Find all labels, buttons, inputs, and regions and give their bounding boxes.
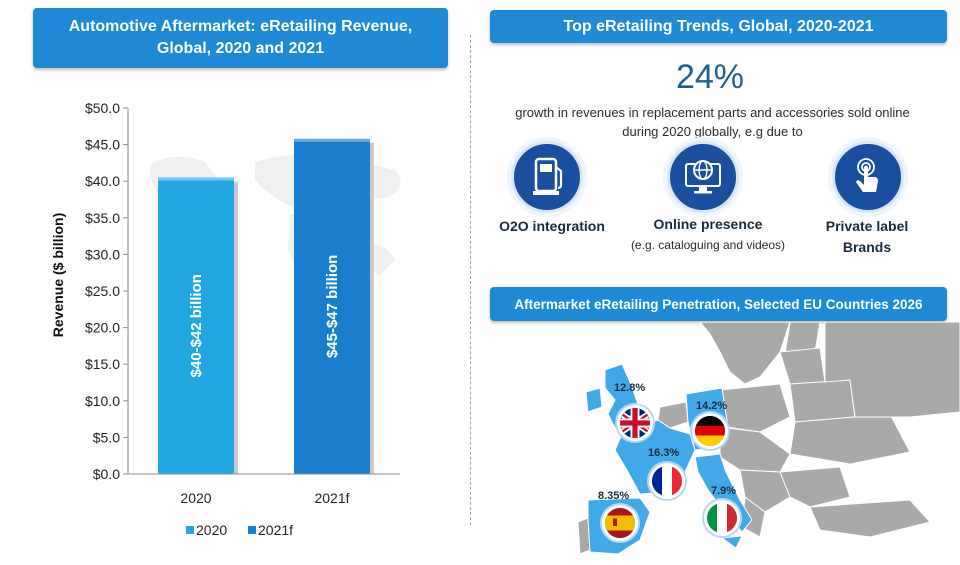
legend-swatch [186, 526, 194, 534]
bar-2020 [158, 177, 234, 474]
france-flag-icon [649, 463, 685, 499]
map-title-banner: Aftermarket eRetailing Penetration, Sele… [490, 287, 947, 321]
x-axis: 2020 2021f [128, 473, 400, 506]
y-tick-label: $5.0 [93, 429, 120, 445]
chart-legend: 2020 2021f [186, 522, 293, 538]
map-title: Aftermarket eRetailing Penetration, Sele… [514, 296, 923, 312]
map-other-countries [577, 322, 960, 555]
bars: $40-$42 billion $45-$47 billion [158, 138, 374, 474]
spain-flag-icon [602, 505, 638, 541]
italy-value: 7.9% [711, 485, 737, 497]
legend-label: 2021f [258, 522, 293, 538]
france-value: 16.3% [648, 447, 680, 459]
germany-flag-icon [692, 413, 728, 449]
chart-title: Automotive Aftermarket: eRetailing Reven… [68, 18, 413, 57]
y-tick-label: $40.0 [85, 173, 120, 189]
trends-title: Top eRetailing Trends, Global, 2020-2021 [563, 17, 874, 35]
y-tick-label: $10.0 [85, 393, 120, 409]
fuel-pump-icon [511, 141, 583, 213]
growth-stat: 24% [675, 58, 745, 96]
y-tick-label: $0.0 [93, 466, 120, 482]
bar-value-label: $40-$42 billion [188, 274, 205, 377]
x-tick-label: 2020 [180, 490, 211, 506]
y-tick-label: $45.0 [85, 137, 120, 153]
y-axis-title: Revenue ($ billion) [50, 213, 66, 337]
y-tick-label: $25.0 [85, 283, 120, 299]
legend-swatch [248, 526, 256, 534]
y-tick-label: $50.0 [85, 100, 120, 116]
uk-value: 12.8% [614, 382, 646, 394]
y-tick-label: $20.0 [85, 320, 120, 336]
bar-highlight [158, 177, 234, 181]
bar-value-label: $45-$47 billion [324, 255, 341, 358]
y-tick-label: $15.0 [85, 356, 120, 372]
trends-title-banner: Top eRetailing Trends, Global, 2020-2021 [490, 10, 947, 43]
germany-value: 14.2% [696, 400, 728, 412]
revenue-bar-chart: $0.0 $5.0 $10.0 $15.0 $20.0 $25.0 $30.0 $35.0 $4… [50, 100, 401, 538]
bar-highlight [294, 138, 370, 142]
y-tick-label: $35.0 [85, 210, 120, 226]
touch-hand-icon [832, 141, 904, 213]
trend-sublabel-online: (e.g. cataloguing and videos) [630, 238, 786, 252]
growth-description: growth in revenues in replacement parts … [515, 105, 910, 139]
legend-label: 2020 [196, 522, 227, 538]
italy-flag-icon [704, 500, 740, 536]
globe-monitor-icon [667, 141, 739, 213]
panel-divider [470, 35, 471, 525]
bar-2021f [294, 138, 370, 474]
trend-label-online: Online presence [653, 216, 763, 232]
spain-value: 8.35% [598, 490, 630, 502]
trend-label-private: Private label Brands [825, 218, 909, 255]
uk-flag-icon [617, 405, 653, 441]
x-tick-label: 2021f [314, 490, 349, 506]
chart-title-banner: Automotive Aftermarket: eRetailing Reven… [33, 8, 448, 68]
y-tick-label: $30.0 [85, 246, 120, 262]
europe-map [577, 322, 960, 555]
y-axis: $0.0 $5.0 $10.0 $15.0 $20.0 $25.0 $30.0 $35.0 $4… [85, 100, 129, 482]
trend-label-o2o: O2O integration [499, 218, 605, 234]
